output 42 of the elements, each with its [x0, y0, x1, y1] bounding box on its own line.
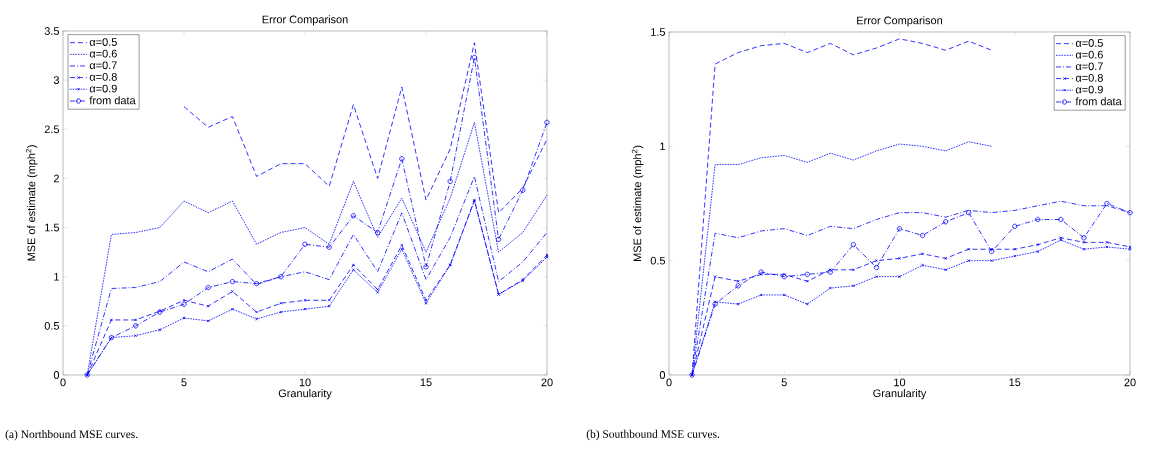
y-tick-label: 0.5 — [44, 321, 60, 330]
legend-label: from data — [1075, 97, 1122, 106]
x-axis-title: Granularity — [873, 389, 927, 400]
x-tick-label: 0 — [666, 378, 672, 387]
y-tick-label: 2 — [53, 174, 59, 183]
x-tick-label: 5 — [181, 378, 187, 387]
text: (a) Northbound MSE curves. — [5, 429, 138, 441]
x-tick-label: 10 — [894, 378, 906, 387]
legend-label: α=0.7 — [89, 61, 117, 70]
legend-label: α=0.5 — [1075, 39, 1103, 47]
text: (b) Southbound MSE curves. — [586, 429, 720, 441]
chart-title: Error Comparison — [262, 15, 348, 26]
y-tick-label: 1 — [54, 272, 59, 281]
y-tick-label: 3.5 — [44, 27, 60, 35]
y-tick-label: 1.5 — [651, 28, 666, 36]
y-tick-label: 0 — [53, 371, 60, 379]
y-tick-label: 2.5 — [44, 125, 60, 134]
legend-label: α=0.9 — [1075, 85, 1103, 94]
legend-label: from data — [89, 96, 136, 105]
y-axis-title: MSE of estimate (mph$^{2}$) — [631, 145, 644, 261]
x-tick-label: 15 — [1009, 378, 1021, 387]
legend-label: α=0.8 — [1075, 74, 1103, 82]
x-tick-label: 5 — [781, 378, 787, 387]
legend-label: α=0.7 — [1075, 62, 1103, 71]
x-tick-label: 20 — [1124, 378, 1136, 387]
x-axis-title: Granularity — [278, 389, 332, 400]
y-tick-label: 1 — [660, 142, 665, 151]
y-tick-label: 3 — [53, 76, 60, 85]
y-tick-label: 1.5 — [45, 223, 60, 232]
x-tick-label: 0 — [60, 378, 66, 387]
x-tick-label: 15 — [420, 378, 432, 387]
legend-label: α=0.5 — [89, 38, 117, 46]
x-tick-label: 10 — [299, 378, 311, 387]
legend-label: α=0.6 — [1075, 50, 1103, 59]
chart-title: Error Comparison — [857, 16, 943, 27]
y-tick-label: 0.5 — [650, 256, 666, 265]
legend-label: α=0.8 — [89, 73, 117, 81]
y-axis-title: MSE of estimate (mph$^{2}$) — [25, 145, 38, 261]
x-tick-label: 20 — [541, 378, 553, 387]
legend-label: α=0.6 — [89, 49, 117, 58]
legend-label: α=0.9 — [89, 84, 117, 93]
y-tick-label: 0 — [659, 371, 666, 379]
